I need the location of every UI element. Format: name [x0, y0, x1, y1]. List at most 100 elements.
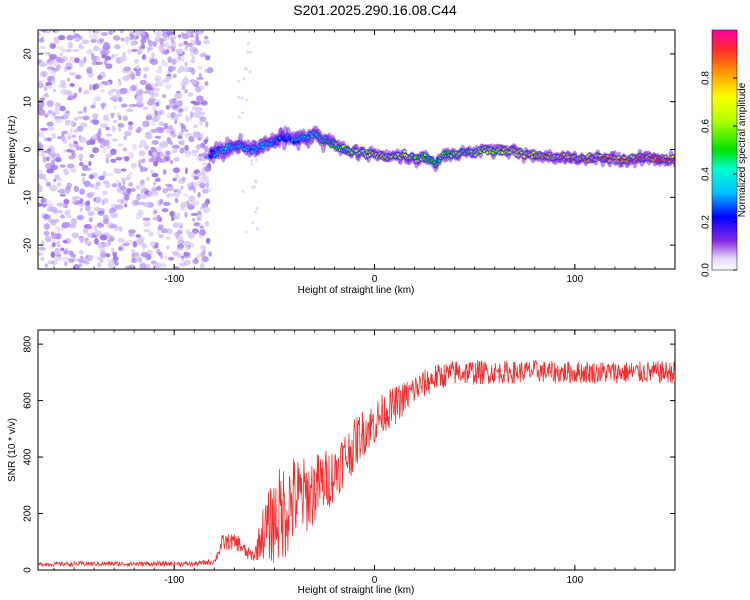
- noise-speck: [93, 238, 99, 245]
- noise-speck: [181, 32, 190, 40]
- noise-speck: [199, 116, 207, 123]
- noise-speck: [199, 53, 207, 58]
- noise-speck: [47, 137, 52, 142]
- noise-speck: [70, 168, 77, 173]
- noise-speck: [174, 197, 179, 204]
- noise-speck: [163, 122, 169, 130]
- noise-speck: [79, 198, 83, 204]
- noise-speck: [196, 31, 203, 35]
- noise-speck: [193, 110, 200, 117]
- noise-speck: [155, 76, 160, 83]
- noise-speck: [79, 207, 83, 212]
- noise-speck: [129, 33, 134, 41]
- noise-speck: [66, 214, 72, 219]
- noise-speck: [136, 201, 145, 206]
- noise-speck: [111, 94, 119, 99]
- noise-speck: [65, 66, 72, 70]
- noise-speck: [150, 169, 154, 174]
- noise-speck: [183, 66, 190, 73]
- noise-speck: [52, 112, 56, 117]
- noise-speck: [122, 147, 128, 152]
- noise-speck: [168, 256, 175, 261]
- noise-speck: [158, 158, 167, 164]
- noise-speck: [62, 138, 68, 144]
- noise-speck: [61, 48, 66, 53]
- noise-speck: [138, 150, 146, 157]
- noise-speck: [50, 220, 57, 226]
- noise-speck: [184, 89, 188, 94]
- noise-speck: [141, 32, 146, 37]
- noise-speck: [187, 185, 195, 191]
- noise-speck: [60, 88, 67, 95]
- noise-speck: [115, 204, 124, 210]
- noise-speck: [161, 207, 169, 213]
- noise-speck: [51, 260, 58, 266]
- noise-speck: [71, 197, 78, 204]
- noise-speck: [38, 184, 43, 192]
- noise-speck: [193, 175, 199, 180]
- noise-speck: [130, 187, 136, 192]
- noise-speck: [155, 101, 160, 107]
- noise-speck: [148, 97, 157, 102]
- noise-speck: [91, 118, 96, 124]
- noise-speck: [188, 195, 196, 202]
- noise-speck: [154, 126, 163, 134]
- noise-speck: [130, 248, 136, 254]
- noise-speck: [139, 183, 146, 190]
- noise-speck: [156, 151, 161, 157]
- noise-speck: [57, 136, 63, 140]
- noise-speck: [86, 49, 93, 55]
- noise-speck: [87, 30, 96, 34]
- noise-speck: [164, 61, 169, 68]
- noise-speck: [127, 125, 133, 131]
- noise-speck: [90, 135, 97, 140]
- noise-speck: [73, 144, 79, 148]
- noise-speck: [133, 30, 140, 34]
- noise-speck: [196, 253, 201, 260]
- colorbar: 0.0 0.2 0.4 0.6 0.8 Normalized spectral ampl…: [701, 29, 748, 277]
- noise-speck: [146, 46, 151, 53]
- noise-speck: [98, 81, 104, 86]
- noise-speck: [150, 58, 159, 66]
- noise-speck: [78, 153, 84, 159]
- noise-speck: [166, 136, 172, 144]
- noise-speck: [240, 96, 244, 100]
- noise-speck: [77, 115, 84, 120]
- noise-speck: [63, 67, 67, 73]
- noise-speck: [125, 239, 134, 246]
- spectrogram-x-label: Height of straight line (km): [298, 285, 415, 296]
- noise-speck: [102, 116, 111, 123]
- noise-speck: [187, 151, 192, 155]
- noise-speck: [38, 132, 41, 137]
- noise-speck: [89, 183, 95, 188]
- noise-speck: [237, 79, 241, 83]
- noise-speck: [190, 59, 195, 64]
- noise-speck: [177, 48, 184, 54]
- noise-speck: [128, 229, 136, 234]
- noise-speck: [94, 119, 100, 125]
- noise-speck: [152, 181, 157, 186]
- noise-speck: [50, 44, 56, 49]
- noise-speck: [143, 73, 147, 79]
- noise-speck: [199, 262, 205, 269]
- noise-speck: [196, 172, 204, 176]
- track-core: [261, 145, 265, 149]
- noise-speck: [64, 210, 70, 216]
- noise-speck: [135, 71, 141, 77]
- noise-speck: [205, 237, 211, 245]
- y-tick-label: 800: [23, 335, 34, 352]
- noise-speck: [205, 187, 212, 193]
- noise-speck: [38, 38, 45, 43]
- noise-speck: [58, 189, 63, 194]
- noise-speck: [61, 115, 69, 120]
- noise-speck: [117, 96, 123, 103]
- noise-speck: [81, 39, 90, 45]
- noise-speck: [154, 83, 159, 87]
- y-tick-label: 0: [23, 567, 34, 573]
- noise-speck: [190, 51, 195, 57]
- noise-speck: [135, 89, 141, 97]
- noise-speck: [204, 220, 210, 227]
- noise-speck: [139, 139, 147, 147]
- noise-speck: [86, 140, 92, 146]
- noise-speck: [59, 105, 66, 112]
